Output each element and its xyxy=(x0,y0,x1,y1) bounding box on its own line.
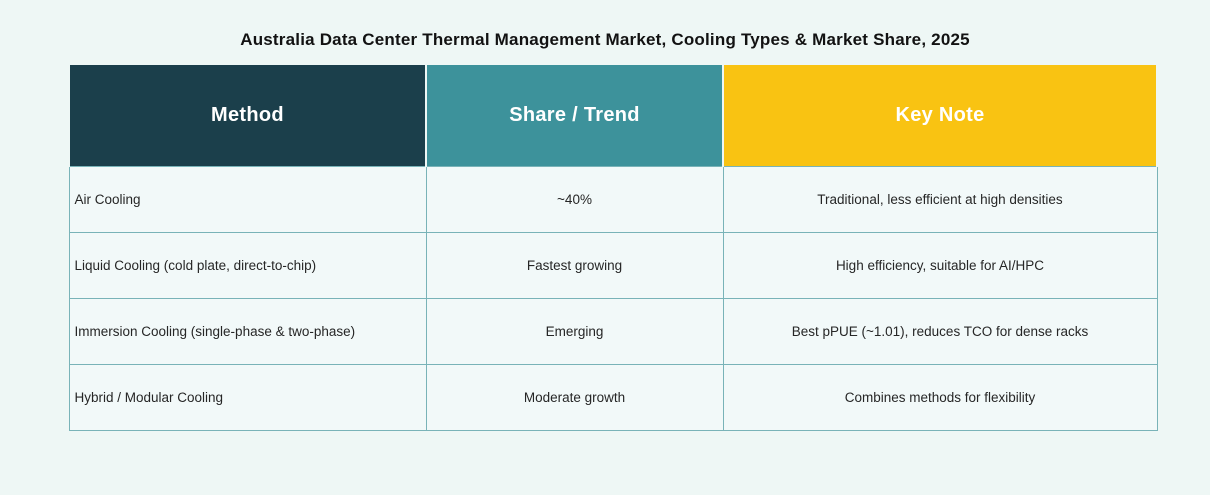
header-row: Method Share / Trend Key Note xyxy=(68,63,1158,166)
cell-share-trend-1: Fastest growing xyxy=(425,231,724,299)
table-header: Method Share / Trend Key Note xyxy=(68,63,1158,166)
cell-method-2: Immersion Cooling (single-phase & two-ph… xyxy=(68,297,427,365)
table-row-3: Hybrid / Modular Cooling Moderate growth C… xyxy=(68,363,1158,431)
header-cell-method: Method xyxy=(68,63,427,166)
table-row-1: Liquid Cooling (cold plate, direct-to-ch… xyxy=(68,231,1158,299)
table-body: Air Cooling ~40% Traditional, less efficie… xyxy=(68,165,1158,431)
cell-method-3: Hybrid / Modular Cooling xyxy=(68,363,427,431)
cell-key-note-1: High efficiency, suitable for AI/HPC xyxy=(722,231,1158,299)
cooling-types-table: Method Share / Trend Key Note Air Coolin… xyxy=(68,63,1158,431)
cell-key-note-2: Best pPUE (~1.01), reduces TCO for dense… xyxy=(722,297,1158,365)
chart-title: Australia Data Center Thermal Management… xyxy=(240,30,970,49)
header-cell-share-trend: Share / Trend xyxy=(425,63,724,166)
cell-share-trend-2: Emerging xyxy=(425,297,724,365)
cell-key-note-0: Traditional, less efficient at high dens… xyxy=(722,165,1158,233)
header-cell-key-note: Key Note xyxy=(722,63,1158,166)
cell-share-trend-3: Moderate growth xyxy=(425,363,724,431)
table-row-2: Immersion Cooling (single-phase & two-ph… xyxy=(68,297,1158,365)
cell-key-note-3: Combines methods for flexibility xyxy=(722,363,1158,431)
cell-share-trend-0: ~40% xyxy=(425,165,724,233)
cell-method-1: Liquid Cooling (cold plate, direct-to-ch… xyxy=(68,231,427,299)
cell-method-0: Air Cooling xyxy=(68,165,427,233)
table-row-0: Air Cooling ~40% Traditional, less efficie… xyxy=(68,165,1158,233)
